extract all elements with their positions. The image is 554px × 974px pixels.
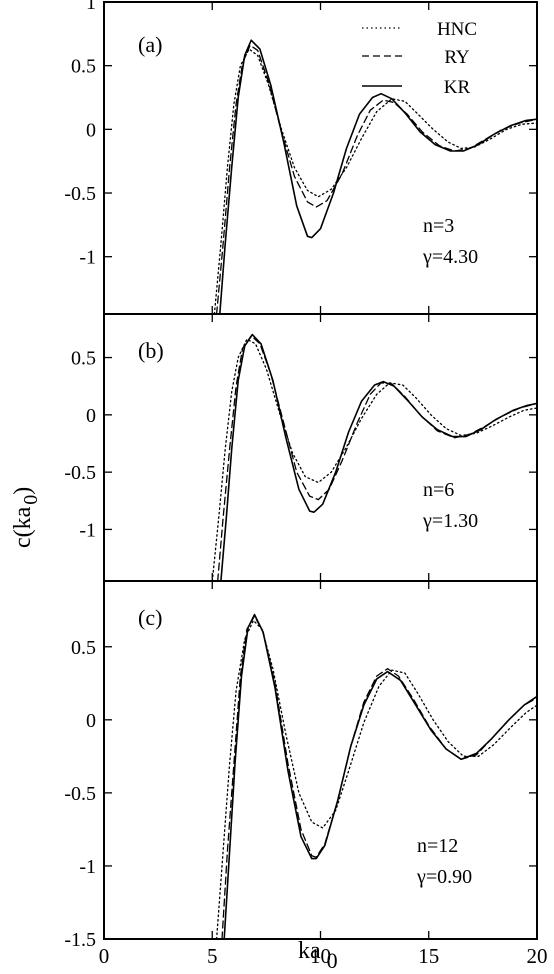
x-tick-label: 20 <box>527 944 548 968</box>
legend: HNC RY KR <box>362 19 477 98</box>
legend-label-kr: KR <box>444 77 471 98</box>
panel-label: (a) <box>138 32 162 57</box>
y-tick-label: 0 <box>86 710 96 732</box>
annotation-gamma: γ=1.30 <box>422 510 478 532</box>
panel-label: (c) <box>138 605 162 630</box>
annotation-n: n=12 <box>417 835 458 857</box>
x-tick-label: 10 <box>310 944 331 968</box>
series-line-kr <box>219 39 537 314</box>
y-axis-label: c(ka0) <box>10 487 42 548</box>
legend-label-hnc: HNC <box>437 19 477 40</box>
x-tick-label: 5 <box>207 944 218 968</box>
series-line-ry <box>217 335 537 581</box>
x-axis-label-subscript: 0 <box>327 948 338 969</box>
y-tick-label: 0.5 <box>71 348 96 370</box>
series-line-hnc <box>215 619 537 939</box>
y-axis-label-close: ) <box>10 487 36 495</box>
y-tick-label: -0.5 <box>64 783 96 805</box>
y-tick-label: 0.5 <box>71 56 96 78</box>
y-tick-label: -0.5 <box>64 183 96 205</box>
panel-frame <box>103 313 538 582</box>
annotation-gamma: γ=0.90 <box>416 866 472 888</box>
y-tick-label: -0.5 <box>64 462 96 484</box>
series-line-hnc <box>213 48 537 314</box>
y-tick-label: -1.5 <box>64 929 96 951</box>
panel-c: -1.5 -1 -0.5 0 0.5 0 5 10 15 20 (c) n=12 γ=0.90 <box>64 580 548 968</box>
annotation-n: n=6 <box>423 479 454 501</box>
y-tick-label: -1 <box>79 247 96 269</box>
annotation-n: n=3 <box>423 215 454 237</box>
y-tick-label: 0 <box>86 405 96 427</box>
panel-label: (b) <box>138 338 164 363</box>
x-axis-label-text: ka <box>298 938 321 964</box>
y-axis-label-text: c(ka <box>10 506 36 548</box>
series-line-kr <box>220 333 537 581</box>
legend-label-ry: RY <box>444 47 470 68</box>
y-tick-label: -1 <box>79 519 96 541</box>
y-tick-label: -1 <box>79 856 96 878</box>
series-line-kr <box>223 613 537 939</box>
x-tick-label: 0 <box>99 944 110 968</box>
series-line-hnc <box>211 338 537 581</box>
y-tick-label: 0 <box>86 119 96 141</box>
panel-b: -1 -0.5 0 0.5 (b) n=6 γ=1.30 <box>64 313 538 582</box>
x-tick-label: 15 <box>418 944 439 968</box>
x-axis-label: ka 0 <box>298 938 338 969</box>
y-tick-label: 1 <box>86 0 96 14</box>
y-tick-label: 0.5 <box>71 637 96 659</box>
y-axis-label-subscript: 0 <box>20 495 42 505</box>
panel-a: -1 -0.5 0 0.5 1 (a) n=3 γ=4.30 <box>64 0 538 315</box>
annotation-gamma: γ=4.30 <box>422 246 478 268</box>
